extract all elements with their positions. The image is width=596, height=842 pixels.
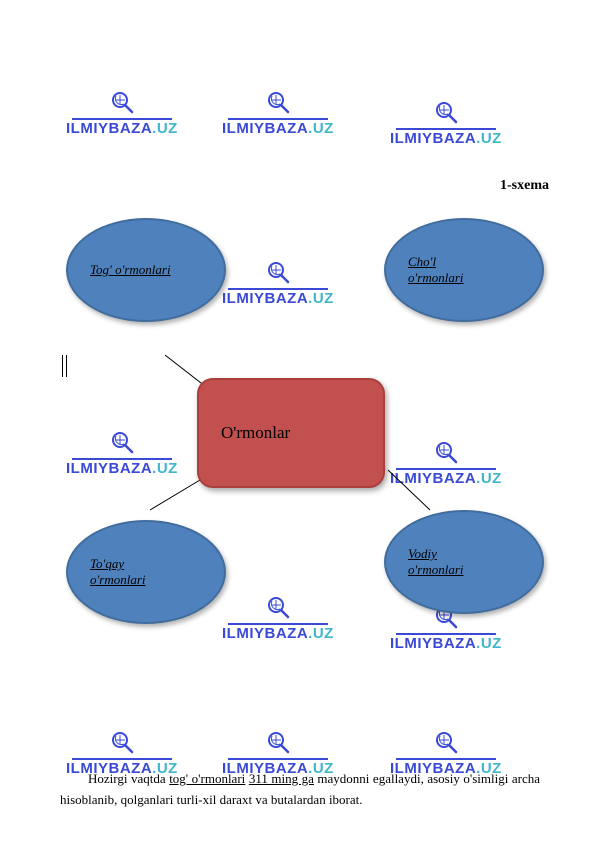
watermark-text: ILMIYBAZA.UZ (66, 460, 178, 477)
para-underline-1: tog' o'rmonlari (169, 771, 245, 786)
watermark-text: ILMIYBAZA.UZ (390, 130, 502, 147)
center-label: O'rmonlar (221, 423, 290, 443)
search-globe-icon (110, 730, 134, 754)
watermark-divider (396, 633, 496, 635)
watermark: ILMIYBAZA.UZ (390, 440, 502, 487)
search-globe-icon (434, 100, 458, 124)
search-globe-icon (266, 90, 290, 114)
search-globe-icon (266, 595, 290, 619)
search-globe-icon (266, 260, 290, 284)
stray-mark (62, 355, 67, 377)
watermark: ILMIYBAZA.UZ (222, 595, 334, 642)
watermark-divider (228, 758, 328, 760)
ellipse-label: Vodiy o'rmonlari (408, 546, 464, 579)
para-underline-2: 311 ming ga (249, 771, 314, 786)
ellipse-label: To'qay o'rmonlari (90, 556, 146, 589)
watermark: ILMIYBAZA.UZ (222, 90, 334, 137)
watermark: ILMIYBAZA.UZ (66, 430, 178, 477)
watermark-divider (228, 118, 328, 120)
watermark: ILMIYBAZA.UZ (390, 100, 502, 147)
watermark-divider (396, 128, 496, 130)
watermark-text: ILMIYBAZA.UZ (66, 120, 178, 137)
search-globe-icon (110, 90, 134, 114)
watermark-divider (396, 468, 496, 470)
watermark-divider (228, 288, 328, 290)
watermark-divider (72, 118, 172, 120)
watermark-divider (72, 758, 172, 760)
ellipse-top-left: Tog' o'rmonlari (66, 218, 226, 322)
search-globe-icon (266, 730, 290, 754)
ellipse-label: Cho'l o'rmonlari (408, 254, 464, 287)
ellipse-label: Tog' o'rmonlari (90, 262, 171, 278)
watermark-text: ILMIYBAZA.UZ (222, 290, 334, 307)
para-pre: Hozirgi vaqtda (88, 771, 169, 786)
search-globe-icon (110, 430, 134, 454)
scheme-caption: 1-sxema (500, 178, 549, 194)
ellipse-bottom-left: To'qay o'rmonlari (66, 520, 226, 624)
diagram-center: O'rmonlar (197, 378, 385, 488)
body-paragraph: Hozirgi vaqtda tog' o'rmonlari 311 ming … (60, 768, 540, 811)
search-globe-icon (434, 440, 458, 464)
ellipse-top-right: Cho'l o'rmonlari (384, 218, 544, 322)
watermark: ILMIYBAZA.UZ (66, 90, 178, 137)
watermark-divider (228, 623, 328, 625)
watermark-text: ILMIYBAZA.UZ (222, 625, 334, 642)
watermark-text: ILMIYBAZA.UZ (222, 120, 334, 137)
watermark: ILMIYBAZA.UZ (222, 260, 334, 307)
watermark-text: ILMIYBAZA.UZ (390, 635, 502, 652)
watermark-divider (72, 458, 172, 460)
watermark-text: ILMIYBAZA.UZ (390, 470, 502, 487)
search-globe-icon (434, 730, 458, 754)
watermark-divider (396, 758, 496, 760)
ellipse-bottom-right: Vodiy o'rmonlari (384, 510, 544, 614)
